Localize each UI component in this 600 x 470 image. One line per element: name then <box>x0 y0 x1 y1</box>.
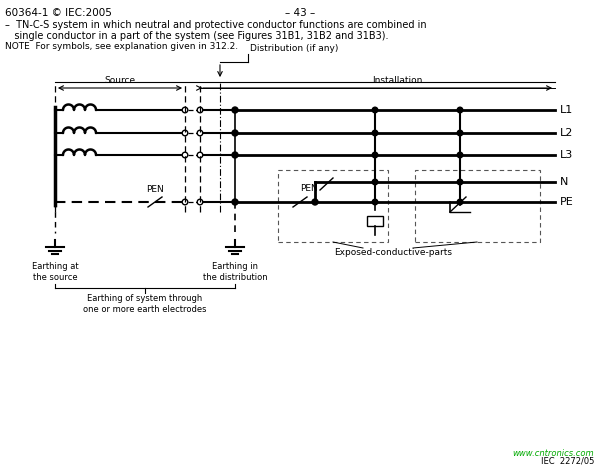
Text: L2: L2 <box>560 128 574 138</box>
Text: L1: L1 <box>560 105 573 115</box>
Text: L3: L3 <box>560 150 573 160</box>
Text: Earthing of system through
one or more earth electrodes: Earthing of system through one or more e… <box>83 294 207 314</box>
Circle shape <box>312 199 318 205</box>
Circle shape <box>372 179 378 185</box>
Circle shape <box>232 199 238 205</box>
Circle shape <box>457 130 463 136</box>
Bar <box>415 170 540 242</box>
Text: –  TN-C-S system in which neutral and protective conductor functions are combine: – TN-C-S system in which neutral and pro… <box>5 20 427 30</box>
Circle shape <box>372 130 378 136</box>
Text: PEN: PEN <box>146 185 164 194</box>
Text: 60364-1 © IEC:2005: 60364-1 © IEC:2005 <box>5 8 112 18</box>
Circle shape <box>372 152 378 158</box>
Circle shape <box>457 107 463 113</box>
Text: IEC  2272/05: IEC 2272/05 <box>541 457 594 466</box>
Text: www.cntronics.com: www.cntronics.com <box>512 449 594 458</box>
Circle shape <box>232 152 238 158</box>
Circle shape <box>372 199 378 205</box>
Text: – 43 –: – 43 – <box>285 8 315 18</box>
Bar <box>367 216 383 226</box>
Text: Earthing at
the source: Earthing at the source <box>32 262 79 282</box>
Text: NOTE  For symbols, see explanation given in 312.2.: NOTE For symbols, see explanation given … <box>5 42 238 51</box>
Text: PE: PE <box>560 197 574 207</box>
Circle shape <box>372 107 378 113</box>
Circle shape <box>232 130 238 136</box>
Text: single conductor in a part of the system (see Figures 31B1, 31B2 and 31B3).: single conductor in a part of the system… <box>5 31 389 41</box>
Bar <box>278 170 388 242</box>
Text: Earthing in
the distribution: Earthing in the distribution <box>203 262 268 282</box>
Circle shape <box>232 107 238 113</box>
Text: Exposed-conductive-parts: Exposed-conductive-parts <box>334 248 452 257</box>
Text: Source: Source <box>104 76 136 85</box>
Circle shape <box>457 199 463 205</box>
Circle shape <box>457 179 463 185</box>
Text: Installation: Installation <box>373 76 422 85</box>
Text: Distribution (if any): Distribution (if any) <box>250 44 338 53</box>
Text: N: N <box>560 177 568 187</box>
Circle shape <box>457 152 463 158</box>
Text: PEN: PEN <box>300 184 318 193</box>
